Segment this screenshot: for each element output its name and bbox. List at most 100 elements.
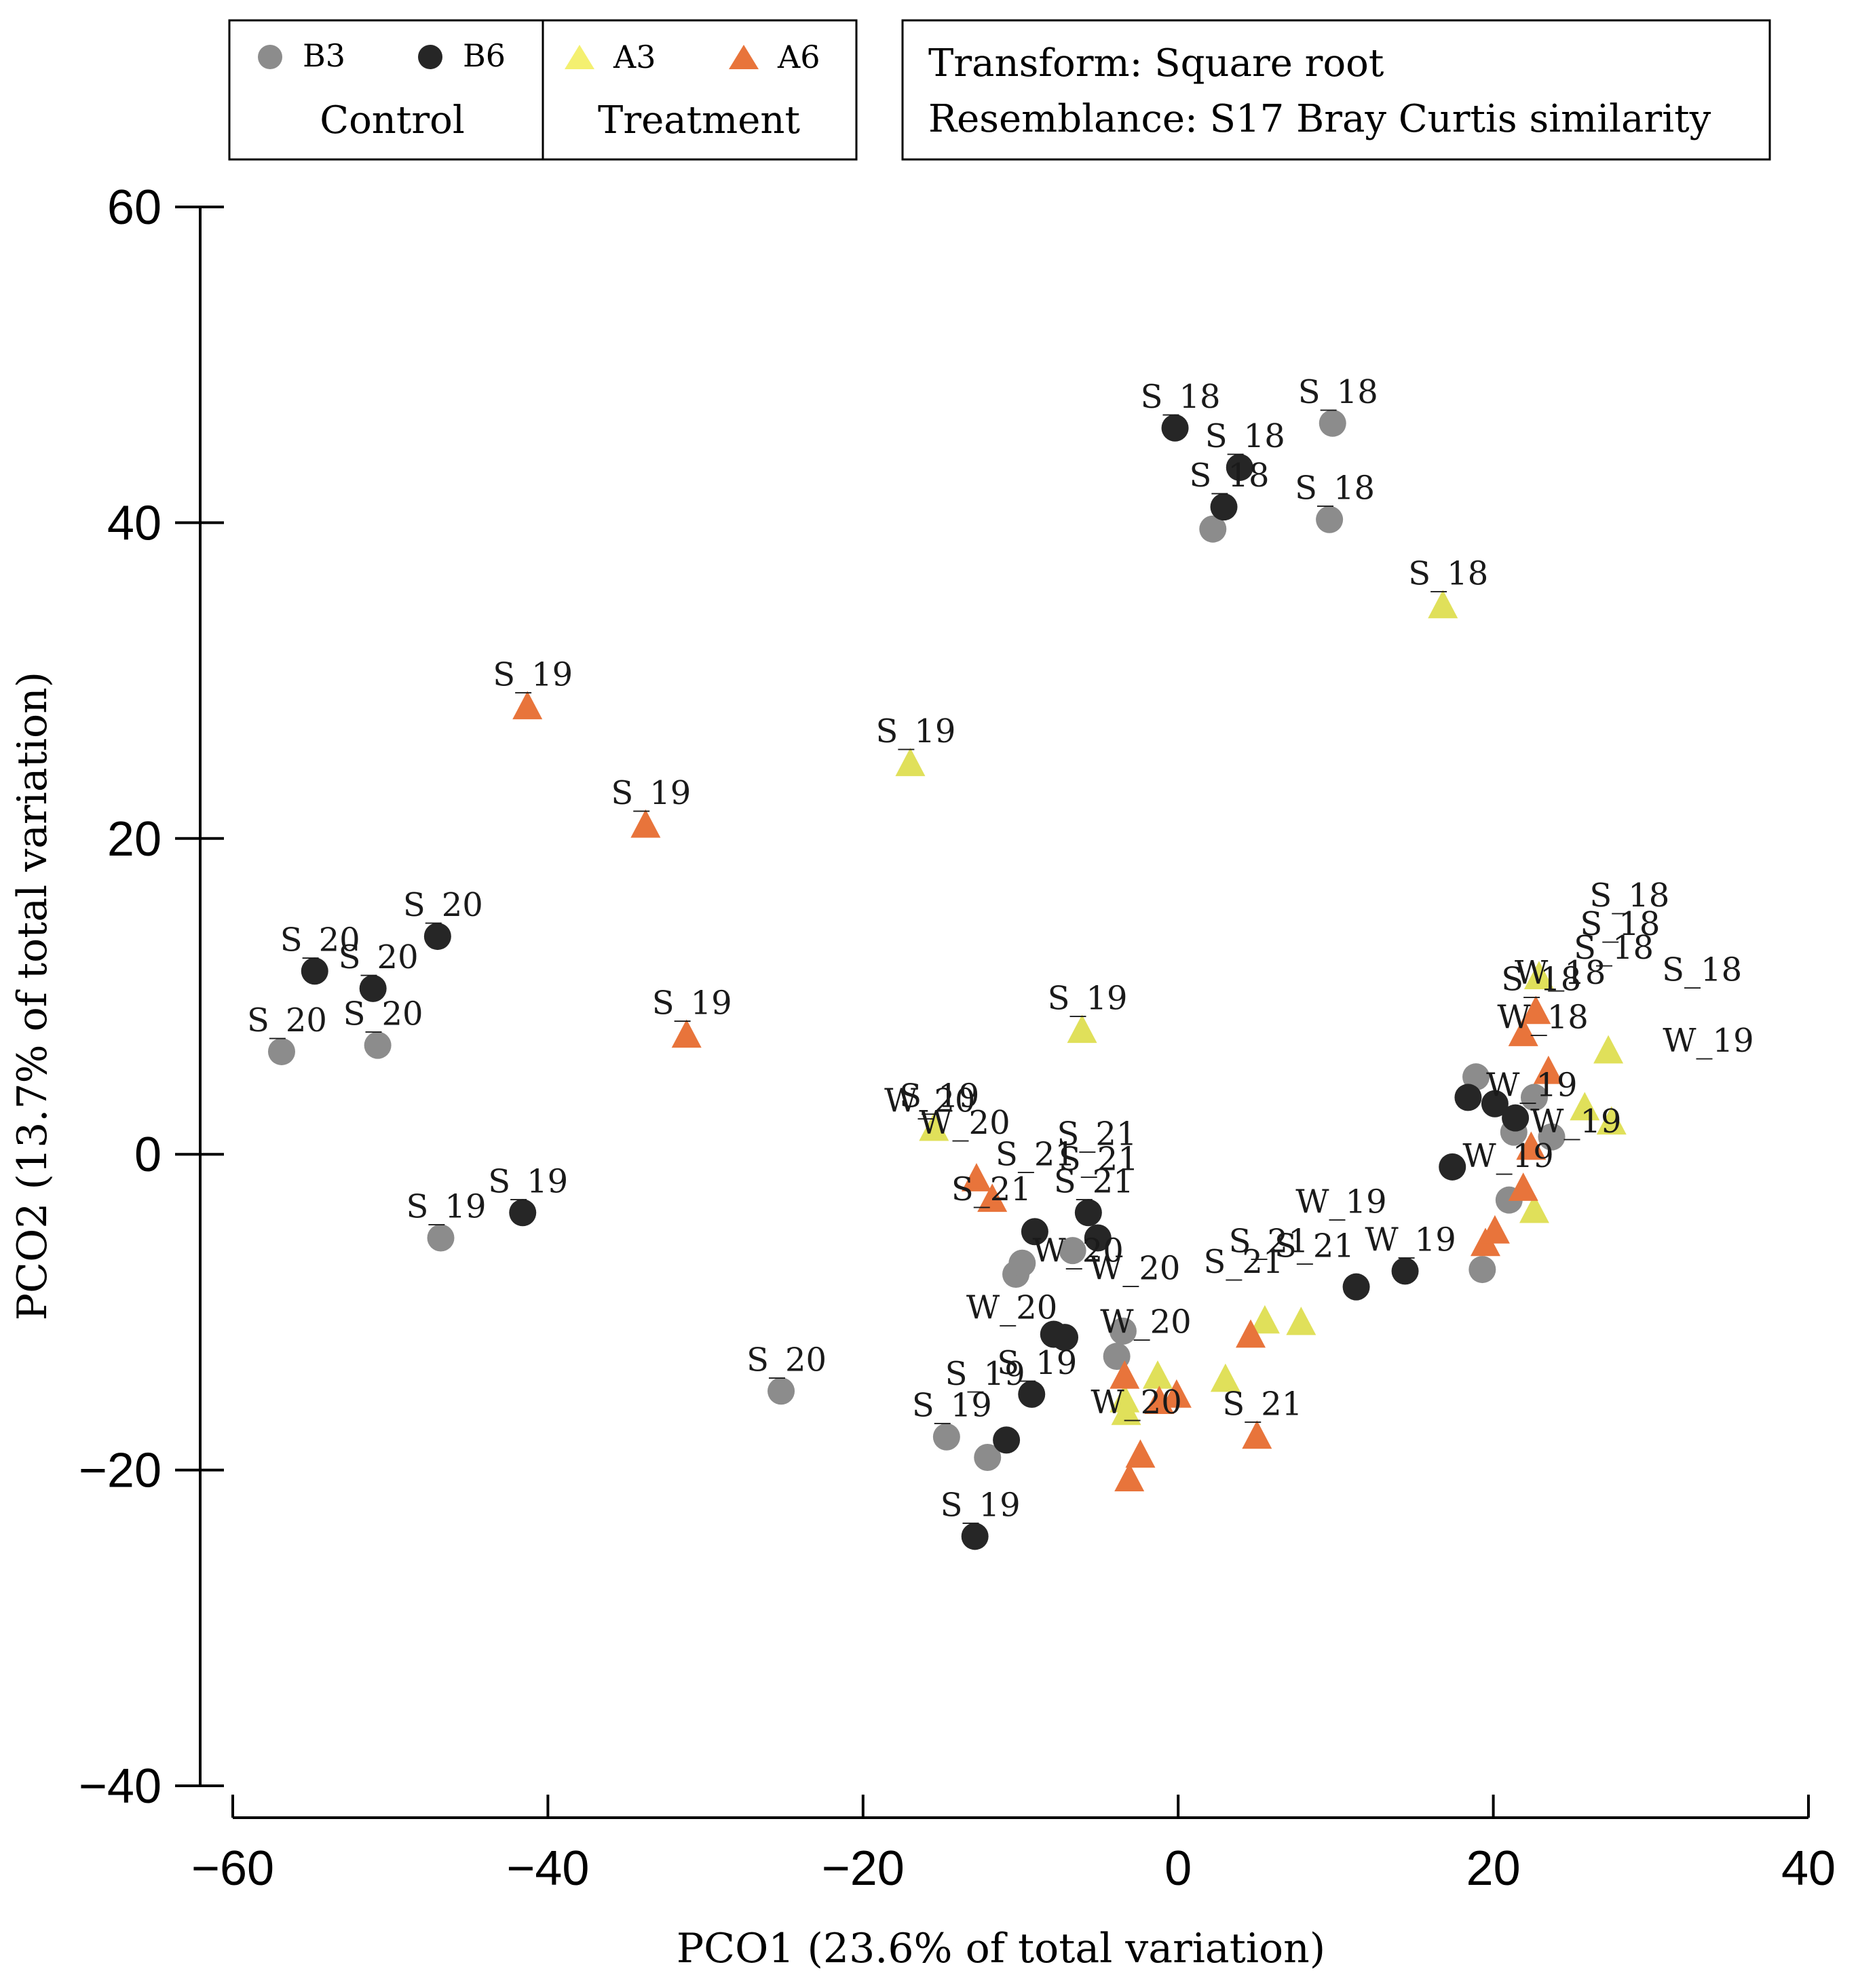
- point-a6: [961, 1163, 991, 1191]
- point-b6: [1481, 1090, 1509, 1117]
- y-tick-label: 0: [134, 1128, 162, 1182]
- point-b6: [1502, 1104, 1530, 1132]
- point-a3: [1143, 1360, 1173, 1389]
- point-b3: [1468, 1256, 1496, 1284]
- point-b6: [1161, 414, 1189, 442]
- point-a3: [1523, 961, 1554, 990]
- point-label: S_20: [339, 938, 419, 976]
- x-tick-label: 40: [1781, 1841, 1836, 1896]
- point-b3: [1538, 1123, 1566, 1151]
- point-a3: [1067, 1014, 1097, 1044]
- info-transform: Transform: Square root: [928, 41, 1384, 85]
- legend-marker-b6: [418, 45, 442, 69]
- point-b6: [1210, 493, 1238, 521]
- point-label: S_21: [1054, 1162, 1134, 1200]
- info-box-frame: [901, 19, 1771, 161]
- point-label: S_19: [875, 712, 955, 750]
- point-label: S_20: [403, 886, 483, 924]
- x-tick-label: −40: [506, 1841, 589, 1896]
- point-a6: [1242, 1420, 1272, 1449]
- point-a3: [895, 748, 926, 776]
- point-b6: [423, 923, 451, 951]
- point-b3: [364, 1031, 392, 1059]
- point-label: S_19: [945, 1355, 1025, 1393]
- point-label: S_18: [1190, 457, 1270, 495]
- point-a6: [630, 809, 661, 838]
- point-a3: [1249, 1305, 1280, 1334]
- point-label: S_18: [1141, 378, 1221, 416]
- point-label: W_19: [1462, 1137, 1553, 1175]
- point-a3: [919, 1112, 949, 1141]
- point-b6: [1084, 1224, 1112, 1252]
- point-label: W_20: [1091, 1383, 1181, 1421]
- legend-label-b6: B6: [463, 37, 506, 74]
- legend-marker-a3: [565, 45, 594, 69]
- point-label: S_20: [343, 995, 423, 1033]
- point-label: W_20: [919, 1104, 1010, 1142]
- point-label: S_18: [1662, 951, 1742, 989]
- point-label: S_19: [941, 1486, 1021, 1524]
- point-label: S_21: [1274, 1227, 1354, 1265]
- point-a6: [977, 1183, 1008, 1212]
- point-a6: [1125, 1439, 1156, 1468]
- point-a3: [1570, 1092, 1600, 1121]
- point-b6: [1021, 1218, 1048, 1246]
- y-tick-label: 20: [107, 812, 162, 866]
- point-a6: [1516, 1131, 1547, 1160]
- point-b3: [1319, 409, 1346, 437]
- point-a6: [1236, 1319, 1266, 1348]
- info-resemblance: Resemblance: S17 Bray Curtis similarity: [928, 97, 1711, 141]
- point-a3: [1210, 1363, 1240, 1392]
- point-label: S_20: [746, 1341, 827, 1379]
- point-label: S_18: [1408, 554, 1488, 592]
- point-label: S_19: [488, 1162, 568, 1200]
- point-label: W_19: [1530, 1103, 1621, 1141]
- point-b3: [932, 1423, 960, 1451]
- point-b6: [1226, 453, 1253, 481]
- x-tick-label: 0: [1164, 1841, 1192, 1896]
- axis-ticks: −60 −40 −20 0 20 40 −40 −20 0 20 40 60: [79, 180, 1836, 1896]
- point-b3: [1520, 1084, 1548, 1111]
- legend-label-b3: B3: [303, 37, 345, 74]
- point-label: W_20: [1032, 1232, 1123, 1270]
- point-label: W_20: [1100, 1303, 1191, 1341]
- point-label: S_21: [951, 1170, 1031, 1208]
- legend-marker-a6: [729, 45, 759, 69]
- x-axis-label: PCO1 (23.6% of total variation): [677, 1925, 1325, 1972]
- point-label: W_20: [884, 1082, 975, 1120]
- point-a3: [1428, 590, 1458, 619]
- point-a6: [1479, 1215, 1510, 1244]
- point-label: S_18: [1589, 877, 1669, 915]
- point-label: S_18: [1205, 417, 1285, 455]
- point-b6: [359, 974, 387, 1002]
- y-axis-label: PCO2 (13.7% of total variation): [9, 672, 56, 1320]
- point-a6: [1110, 1360, 1140, 1389]
- point-b6: [301, 957, 328, 985]
- point-a3: [1110, 1383, 1140, 1413]
- point-label: S_19: [912, 1387, 992, 1425]
- point-b6: [1074, 1199, 1102, 1227]
- point-label: S_19: [1048, 979, 1128, 1017]
- point-label: S_18: [1574, 929, 1654, 967]
- point-labels: S_18S_18S_20 S_20S_19S_20S_19S_18S_18S_18…: [247, 373, 1754, 1525]
- legend: B3 B6 Control A3 A6 Treatment: [228, 19, 858, 161]
- point-b3: [1059, 1237, 1086, 1265]
- point-label: S_19: [611, 774, 691, 812]
- y-tick-label: −20: [79, 1444, 162, 1498]
- point-a6: [671, 1019, 702, 1048]
- point-label: W_19: [1295, 1183, 1386, 1221]
- point-b6: [993, 1426, 1021, 1454]
- point-a3: [1593, 1035, 1624, 1064]
- point-a3: [1596, 1106, 1627, 1135]
- point-label: S_21: [1057, 1115, 1137, 1153]
- point-a6: [1161, 1379, 1192, 1408]
- info-box: Transform: Square root Resemblance: S17 …: [901, 19, 1771, 161]
- point-a6: [512, 691, 543, 720]
- point-label: S_21: [1203, 1243, 1283, 1281]
- legend-group-treatment: Treatment: [598, 98, 800, 142]
- point-label: W_20: [966, 1288, 1057, 1326]
- point-b3: [1109, 1317, 1137, 1345]
- point-b3: [1008, 1249, 1036, 1277]
- point-label: S_21: [1222, 1385, 1302, 1423]
- point-a3: [1111, 1396, 1141, 1426]
